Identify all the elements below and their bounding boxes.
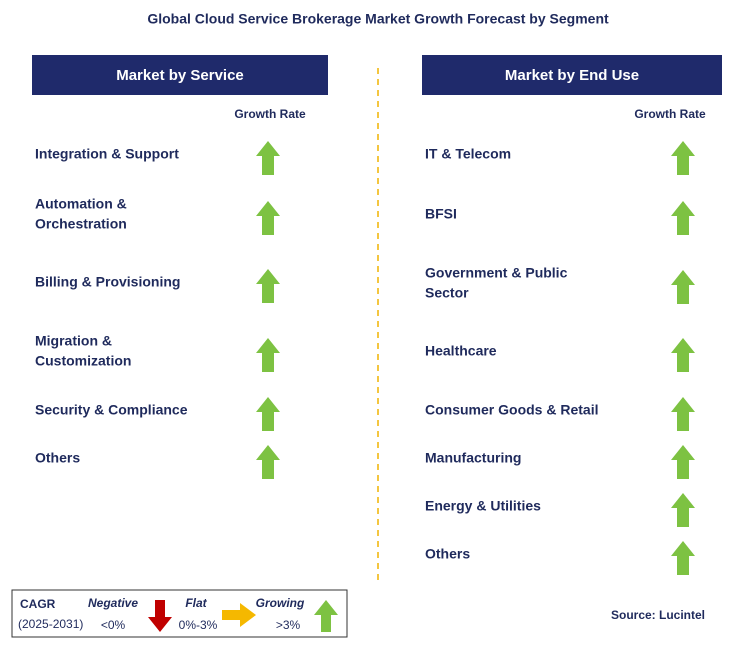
item-label: Healthcare <box>425 343 497 359</box>
item-label: Government & Public <box>425 265 568 281</box>
item-label: Others <box>425 546 470 562</box>
down-arrow <box>148 600 172 632</box>
item-label: Migration & <box>35 333 112 349</box>
item-label: Orchestration <box>35 216 127 232</box>
item-label: Manufacturing <box>425 450 521 466</box>
title: Global Cloud Service Brokerage Market Gr… <box>147 11 609 27</box>
legend-flat-range: 0%-3% <box>179 618 218 632</box>
growth-arrow <box>256 269 280 303</box>
legend-negative-range: <0% <box>101 618 126 632</box>
growth-arrow <box>671 141 695 175</box>
growth-arrow <box>671 493 695 527</box>
growth-arrow <box>671 397 695 431</box>
growth-arrow <box>671 270 695 304</box>
growth-arrow <box>256 445 280 479</box>
legend-flat: Flat <box>185 596 207 610</box>
legend-growing-range: >3% <box>276 618 301 632</box>
right-column-label: Growth Rate <box>634 107 706 121</box>
item-label: Security & Compliance <box>35 402 188 418</box>
item-label: Energy & Utilities <box>425 498 541 514</box>
item-label: Others <box>35 450 80 466</box>
source: Source: Lucintel <box>611 608 705 622</box>
growth-arrow <box>671 201 695 235</box>
item-label: Automation & <box>35 196 127 212</box>
legend-title: CAGR <box>20 597 56 611</box>
left-header-box <box>32 55 328 95</box>
growth-arrow <box>671 445 695 479</box>
legend-growing: Growing <box>256 596 305 610</box>
left-header: Market by Service <box>116 67 244 84</box>
item-label: Integration & Support <box>35 146 179 162</box>
right-header-box <box>422 55 722 95</box>
left-column-label: Growth Rate <box>234 107 306 121</box>
item-label: BFSI <box>425 206 457 222</box>
legend-box <box>11 589 348 638</box>
growth-arrow <box>256 397 280 431</box>
right-header: Market by End Use <box>505 67 639 84</box>
legend-negative: Negative <box>88 596 138 610</box>
item-label: Consumer Goods & Retail <box>425 402 598 418</box>
right-arrow <box>222 603 256 627</box>
item-label: Sector <box>425 285 469 301</box>
item-label: Customization <box>35 353 131 369</box>
growth-arrow <box>256 201 280 235</box>
legend-period: (2025-2031) <box>18 617 83 631</box>
growth-arrow <box>671 338 695 372</box>
growth-arrow <box>256 338 280 372</box>
item-label: IT & Telecom <box>425 146 511 162</box>
growth-arrow <box>256 141 280 175</box>
up-arrow <box>314 600 338 632</box>
item-label: Billing & Provisioning <box>35 274 180 290</box>
growth-arrow <box>671 541 695 575</box>
